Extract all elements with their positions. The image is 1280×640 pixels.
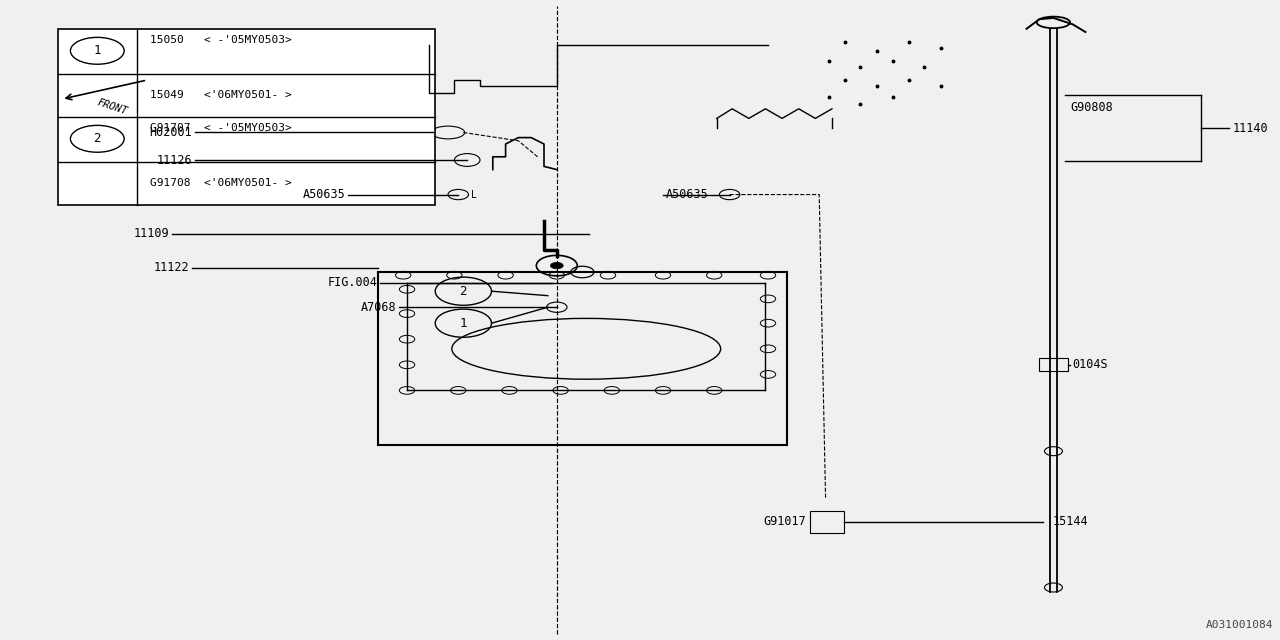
Text: 11140: 11140 — [1233, 122, 1268, 134]
Text: 2: 2 — [93, 132, 101, 145]
Text: G91017: G91017 — [764, 515, 806, 528]
Text: A7068: A7068 — [361, 301, 397, 314]
Circle shape — [550, 262, 563, 269]
Text: 0104S: 0104S — [1073, 358, 1108, 371]
Text: G91707  < -'05MY0503>: G91707 < -'05MY0503> — [150, 124, 292, 133]
Text: 11122: 11122 — [154, 261, 189, 274]
Text: 11109: 11109 — [133, 227, 169, 240]
Text: A50635: A50635 — [666, 188, 708, 201]
Text: 15144: 15144 — [1052, 515, 1088, 528]
Text: FRONT: FRONT — [96, 97, 129, 116]
Text: 1: 1 — [93, 44, 101, 58]
Text: H02001: H02001 — [150, 126, 192, 139]
Text: G90808: G90808 — [1070, 101, 1112, 114]
Bar — [810, 511, 844, 533]
FancyBboxPatch shape — [58, 29, 435, 205]
Text: 15050   < -'05MY0503>: 15050 < -'05MY0503> — [150, 35, 292, 45]
Text: A50635: A50635 — [303, 188, 346, 201]
Text: A031001084: A031001084 — [1206, 620, 1274, 630]
Text: FIG.004: FIG.004 — [328, 276, 378, 289]
Text: G91708  <'06MY0501- >: G91708 <'06MY0501- > — [150, 178, 292, 188]
Text: 11126: 11126 — [156, 154, 192, 166]
Text: L: L — [471, 189, 477, 200]
Text: 15049   <'06MY0501- >: 15049 <'06MY0501- > — [150, 90, 292, 100]
Text: 1: 1 — [460, 317, 467, 330]
Bar — [1039, 358, 1068, 371]
Text: 2: 2 — [460, 285, 467, 298]
